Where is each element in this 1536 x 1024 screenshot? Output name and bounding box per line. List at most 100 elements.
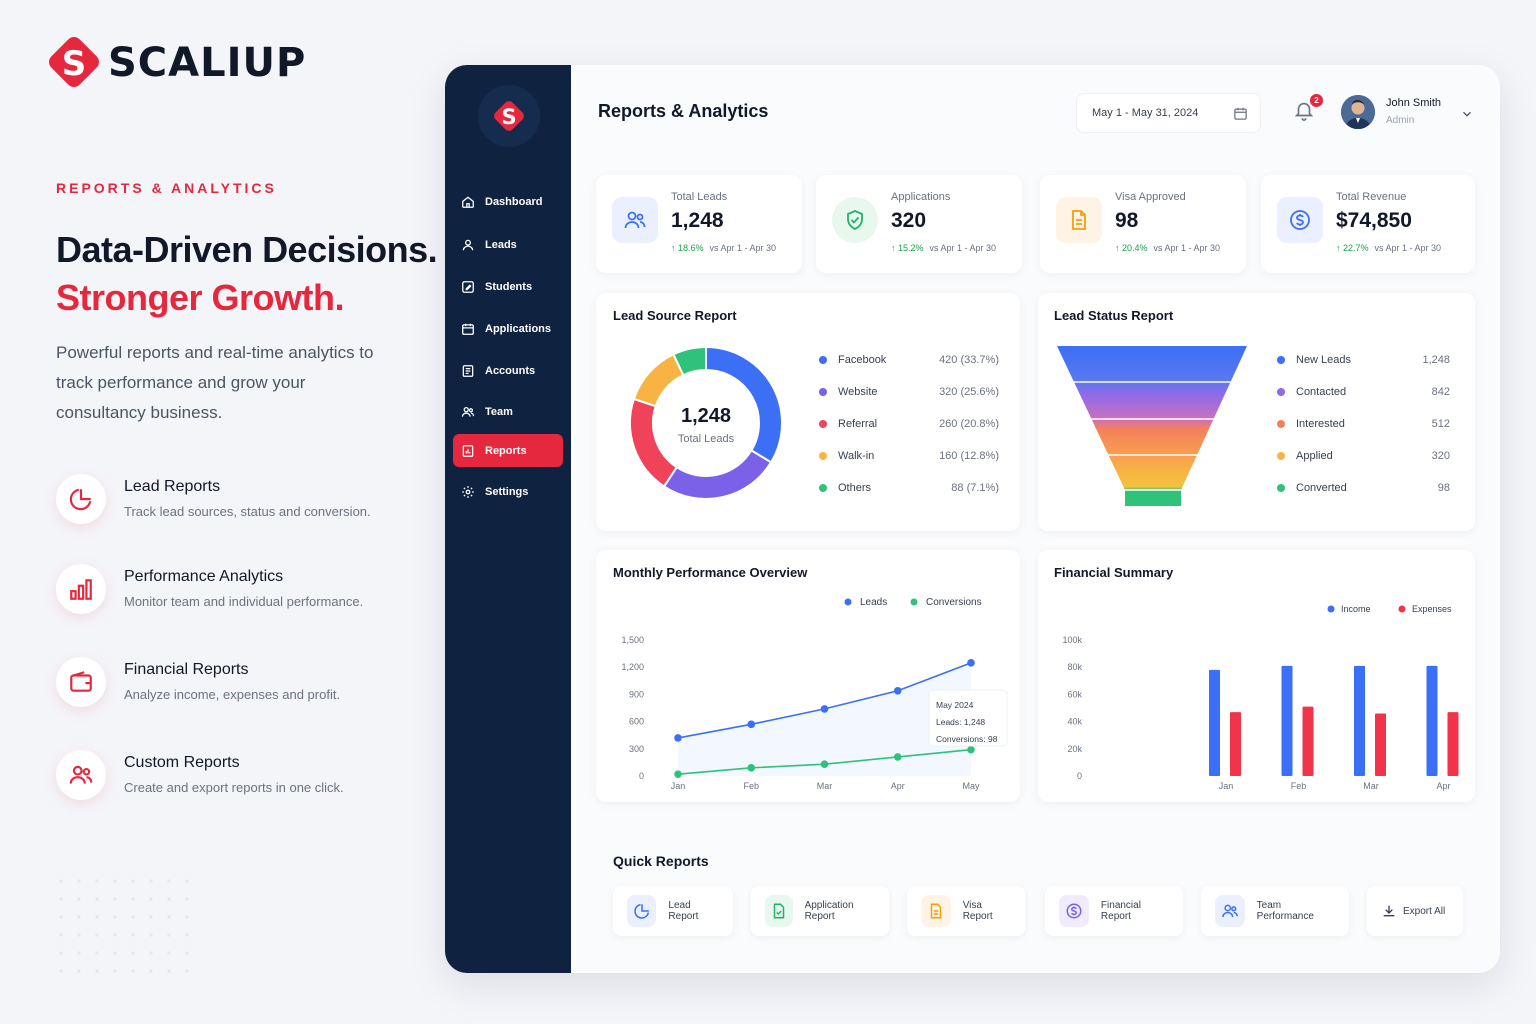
lead-source-panel: Lead Source Report 1,248 Total Leads Fac… [596, 293, 1020, 531]
stat-label: Total Revenue [1336, 191, 1407, 203]
legend-dot [844, 598, 852, 606]
tooltip-box [928, 689, 1008, 747]
page-title: Reports & Analytics [598, 101, 769, 121]
x-tick-label: Mar [817, 781, 833, 791]
x-tick-label: Feb [743, 781, 759, 791]
x-tick-label: May [962, 781, 980, 791]
users-icon [461, 406, 475, 417]
sidebar-item-label: Dashboard [485, 195, 543, 208]
stat-delta: ↑ 22.7% vs Apr 1 - Apr 30 [1336, 243, 1441, 253]
sidebar-item-leads[interactable]: Leads [453, 228, 563, 261]
legend-value: 320 [1431, 450, 1450, 462]
avatar[interactable] [1341, 95, 1375, 129]
legend-label: New Leads [1296, 354, 1352, 366]
bell-icon [1294, 102, 1314, 121]
users-icon [1215, 895, 1245, 927]
y-tick-label: 300 [629, 744, 644, 754]
legend-dot [1277, 484, 1285, 492]
x-tick-label: Mar [1363, 781, 1379, 791]
notifications-button[interactable] [1293, 98, 1315, 122]
legend-label: Converted [1296, 482, 1347, 494]
feature-desc: Create and export reports in one click. [124, 780, 344, 795]
sidebar-item-label: Team [485, 405, 513, 418]
export-all-button[interactable]: Export All [1367, 886, 1463, 936]
brand-logo: S SCALIUP [44, 32, 306, 94]
legend-row: Website 320 (25.6%) [819, 385, 999, 399]
legend-value: 420 (33.7%) [939, 354, 999, 366]
bar-income-feb [1281, 665, 1293, 776]
stat-compare: vs Apr 1 - Apr 30 [929, 243, 997, 253]
date-range-picker[interactable]: May 1 - May 31, 2024 [1076, 93, 1261, 133]
y-tick-label: 0 [1077, 771, 1082, 781]
feature-desc: Analyze income, expenses and profit. [124, 687, 341, 702]
quick-report-application[interactable]: Application Report [751, 886, 889, 936]
stat-change: ↑ 20.4% [1115, 243, 1148, 253]
quick-report-label: Export All [1403, 905, 1446, 917]
sidebar-item-dashboard[interactable]: Dashboard [453, 185, 563, 218]
bar-expenses-apr [1447, 712, 1459, 776]
quick-report-financial[interactable]: Financial Report [1045, 886, 1183, 936]
dollar-icon [1277, 197, 1323, 243]
headline-line-1: Data-Driven Decisions. [56, 229, 438, 270]
sidebar-item-label: Accounts [485, 364, 536, 377]
feature-title: Financial Reports [124, 661, 249, 678]
legend-dot [819, 388, 827, 396]
gear-icon [462, 485, 474, 498]
hero-description: Powerful reports and real-time analytics… [56, 343, 374, 422]
sidebar-logo[interactable]: S [478, 85, 540, 147]
financial-bar-chart: 020k40k60k80k100kJanFebMarAprMayIncomeEx… [1062, 604, 1459, 791]
x-tick-label: Jan [1219, 781, 1234, 791]
sidebar-item-accounts[interactable]: Accounts [453, 354, 563, 387]
brand-name: SCALIUP [108, 40, 307, 86]
quick-report-visa[interactable]: Visa Report [907, 886, 1025, 936]
quick-report-label: Visa Report [962, 900, 993, 922]
x-tick-label: Apr [1436, 781, 1450, 791]
sidebar-item-label: Reports [485, 444, 527, 457]
stat-value: 98 [1115, 209, 1139, 232]
main-content: Reports & Analytics May 1 - May 31, 2024… [571, 65, 1500, 973]
user-role: Admin [1386, 115, 1415, 126]
sidebar-item-students[interactable]: Students [453, 270, 563, 303]
sidebar-item-settings[interactable]: Settings [453, 475, 563, 508]
feature-title: Custom Reports [124, 754, 240, 771]
feature-title: Performance Analytics [124, 568, 284, 585]
donut-slice-walk-in [632, 353, 685, 408]
y-tick-label: 900 [629, 689, 644, 699]
stat-card-total-leads: Total Leads 1,248 ↑ 18.6% vs Apr 1 - Apr … [596, 175, 802, 273]
stat-card-total-revenue: Total Revenue $74,850 ↑ 22.7% vs Apr 1 - … [1261, 175, 1475, 273]
legend-dot [819, 356, 827, 364]
legend-dot [1277, 356, 1285, 364]
data-point [747, 720, 756, 729]
bar-income-mar [1354, 665, 1365, 776]
quick-report-lead[interactable]: Lead Report [613, 886, 733, 936]
tooltip-line: Leads: 1,248 [936, 717, 985, 727]
panel-title: Lead Source Report [613, 308, 737, 323]
sidebar-item-label: Students [485, 280, 533, 293]
legend-value: 842 [1431, 386, 1450, 398]
financial-summary-panel: Financial Summary 0 20k 40k 60k 80k 100k Jan Fe… [1038, 550, 1475, 802]
legend-label: Leads [860, 597, 887, 608]
x-tick-label: Jan [671, 781, 686, 791]
panel-title: Lead Status Report [1054, 308, 1174, 323]
legend-label: Contacted [1296, 386, 1347, 398]
y-tick-label: 100k [1062, 635, 1082, 645]
stat-value: 320 [891, 209, 927, 232]
feature-title: Lead Reports [124, 478, 221, 495]
feature-custom-reports: Custom Reports Create and export reports … [56, 750, 416, 800]
quick-report-team-performance[interactable]: Team Performance [1201, 886, 1349, 936]
user-menu-toggle[interactable] [1460, 107, 1474, 121]
data-point [674, 734, 682, 742]
data-point [893, 753, 902, 761]
sidebar-item-team[interactable]: Team [453, 395, 563, 428]
dollar-icon [1059, 895, 1089, 927]
lead-status-funnel-chart [1057, 346, 1247, 506]
sidebar-item-reports[interactable]: Reports [453, 434, 563, 467]
data-point [820, 760, 829, 769]
data-point [893, 686, 902, 695]
bar-expenses-jan [1230, 712, 1241, 776]
y-tick-label: 0 [639, 771, 644, 781]
y-tick-label: 1,200 [621, 662, 644, 672]
sidebar-item-applications[interactable]: Applications [453, 312, 563, 345]
legend-label: Expenses [1412, 604, 1452, 614]
y-tick-label: 60k [1067, 689, 1082, 699]
